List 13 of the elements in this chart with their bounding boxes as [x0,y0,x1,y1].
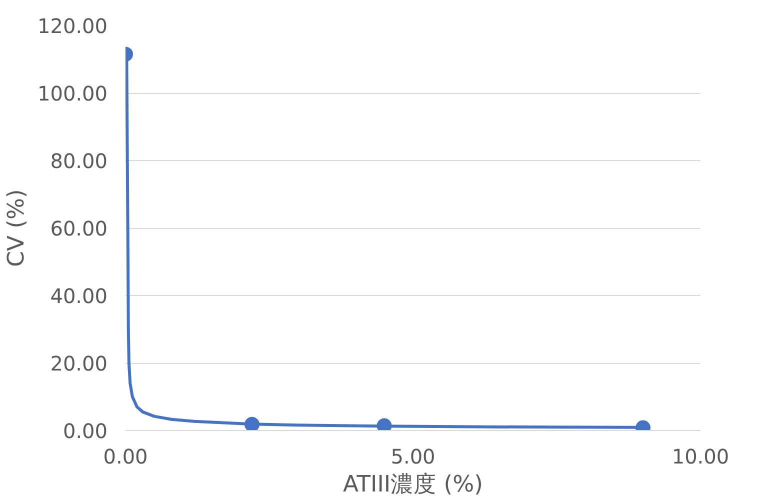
y-tick-label: 120.00 [38,14,108,38]
y-tick-label: 0.00 [62,419,108,443]
y-tick-label: 60.00 [50,216,108,240]
x-tick-label: 10.00 [672,444,730,468]
y-axis-title: CV (%) [4,189,30,267]
point [244,416,260,430]
x-tick-label: 0.00 [103,444,148,468]
y-tick-label: 80.00 [50,149,108,173]
x-tick-label: 5.00 [390,444,436,468]
y-tick-label: 40.00 [50,284,108,308]
x-axis-title: ATIII濃度 (%) [342,472,484,498]
y-tick-label: 20.00 [50,352,108,376]
y-tick-label: 100.00 [38,82,108,106]
